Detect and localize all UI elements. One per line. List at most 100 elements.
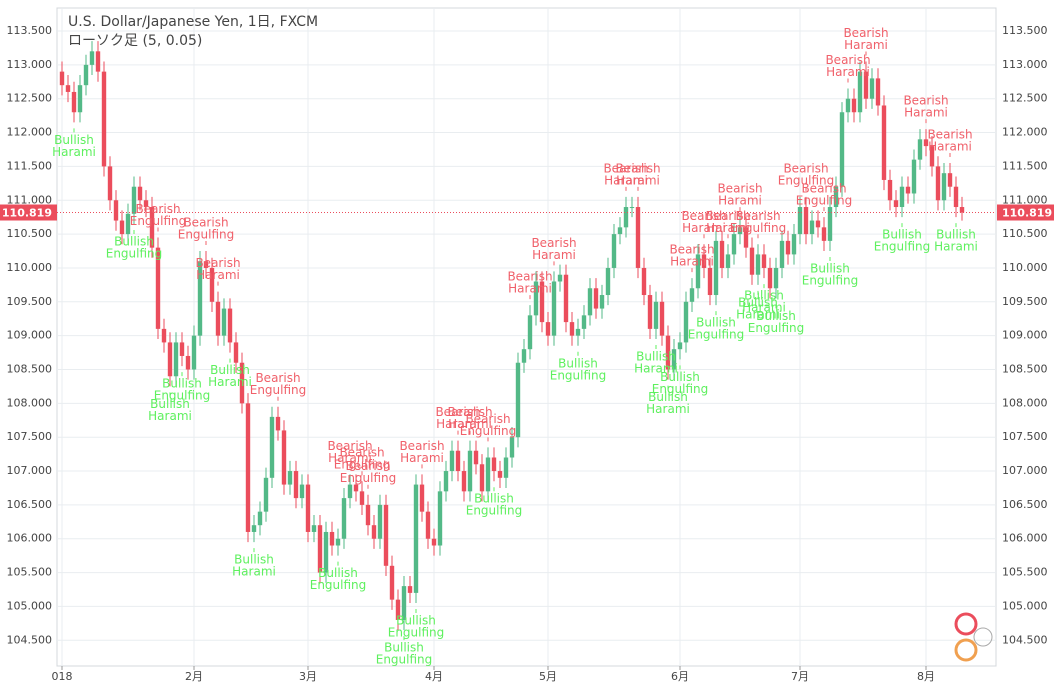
candle-body [617,227,623,235]
y-tick-label-right: 110.500 [1002,227,1048,240]
candle-body [599,295,605,309]
candle-body [335,538,341,546]
candle-body [869,78,875,99]
candle-body [923,139,929,147]
annotation-label: Engulfing [730,221,787,235]
annotation-label: Engulfing [802,274,859,288]
annotation-label: Bearish [603,161,648,175]
annotation-label: Bearish [669,243,714,257]
candle-body [329,531,335,546]
candle-body [839,112,845,187]
y-tick-label-right: 108.500 [1002,362,1048,375]
candle-body [485,457,491,492]
candle-body [863,71,869,99]
y-tick-label-right: 106.000 [1002,532,1048,545]
candle-body [137,186,143,201]
candle-body [845,98,851,113]
annotation-label: Bearish [843,26,888,40]
candle-body [749,247,755,275]
candle-body [929,146,935,167]
annotation-label: Engulfing [154,389,211,403]
plot-frame [56,7,997,667]
candle-body [893,200,899,208]
annotation-label: Harami [682,221,726,235]
candle-body [671,349,677,370]
last-price-label: 110.819 [2,207,52,220]
candle-body [593,288,599,309]
annotation-label: Bearish [735,209,780,223]
annotation-label: Bearish [339,446,384,460]
y-tick-label-right: 113.000 [1002,58,1048,71]
candle-body [899,186,905,208]
candle-body [803,207,809,235]
annotation-label: Bullish [114,234,154,248]
candle-body [497,471,503,478]
annotation-label: Bearish [615,161,660,175]
y-tick-label-right: 104.500 [1002,633,1048,646]
candle-body [455,450,461,472]
annotation-label: Engulfing [460,424,517,438]
annotation-label: Harami [844,38,888,52]
annotation-label: Harami [232,565,276,579]
candle-body [293,471,299,499]
annotation-label: Bearish [531,236,576,250]
candle-body [479,464,485,492]
candle-body [683,301,689,343]
candle-body [587,288,593,316]
candle-body [209,267,215,302]
candle-body [917,139,923,160]
annotation-label: Engulfing [376,653,433,667]
candle-body [665,335,671,370]
candle-body [473,450,479,465]
annotation-label: Engulfing [778,173,835,187]
y-tick-label: 111.000 [7,193,53,206]
candle-body [437,491,443,546]
annotation-label: Harami [604,173,648,187]
annotation-label: Engulfing [310,578,367,592]
annotation-label: Harami [208,375,252,389]
y-tick-label: 113.000 [7,58,53,71]
y-tick-label-right: 107.000 [1002,464,1048,477]
candle-body [167,342,173,377]
annotation-label: Bullish [54,133,94,147]
candle-body [689,288,695,302]
candle-body [119,220,125,235]
annotation-label: Bearish [801,182,846,196]
candle-body [269,416,275,478]
candle-body [875,78,881,106]
candle-body [113,200,119,221]
candle-body [257,511,263,526]
annotation-label: Bearish [903,94,948,108]
candle-body [941,173,947,201]
candle-body [935,166,941,201]
candle-body [503,457,509,478]
candle-body [395,599,401,620]
candle-body [947,173,953,187]
candle-body [65,85,71,92]
grid: 104.500 104.500 105.000 105.000 105.500 105.5… [7,8,1048,683]
last-price-tag-right [997,204,1054,221]
annotation-label: Bullish [882,228,922,242]
candle-body [215,301,221,336]
y-tick-label-right: 111.500 [1002,159,1048,172]
candle-body [797,207,803,235]
candle-body [533,281,539,316]
candle-body [95,51,101,72]
candle-body [677,342,683,350]
annotations: Bullish Harami Bullish Engulfing Bullish Hara… [52,26,978,667]
annotation-label: Harami [904,106,948,120]
candle-body [701,254,707,268]
candle-body [581,315,587,329]
candle-body [71,91,77,113]
y-tick-label: 105.500 [7,566,53,579]
annotation-label: Engulfing [796,194,853,208]
annotation-label: Engulfing [340,471,397,485]
annotation-label: Bearish [435,405,480,419]
annotation-label: Bullish [396,614,436,628]
last-price-label-right: 110.819 [1002,207,1052,220]
y-tick-label: 108.000 [7,396,53,409]
y-tick-label-right: 105.000 [1002,599,1048,612]
candle-body [179,342,185,356]
annotation-label: Bearish [399,439,444,453]
